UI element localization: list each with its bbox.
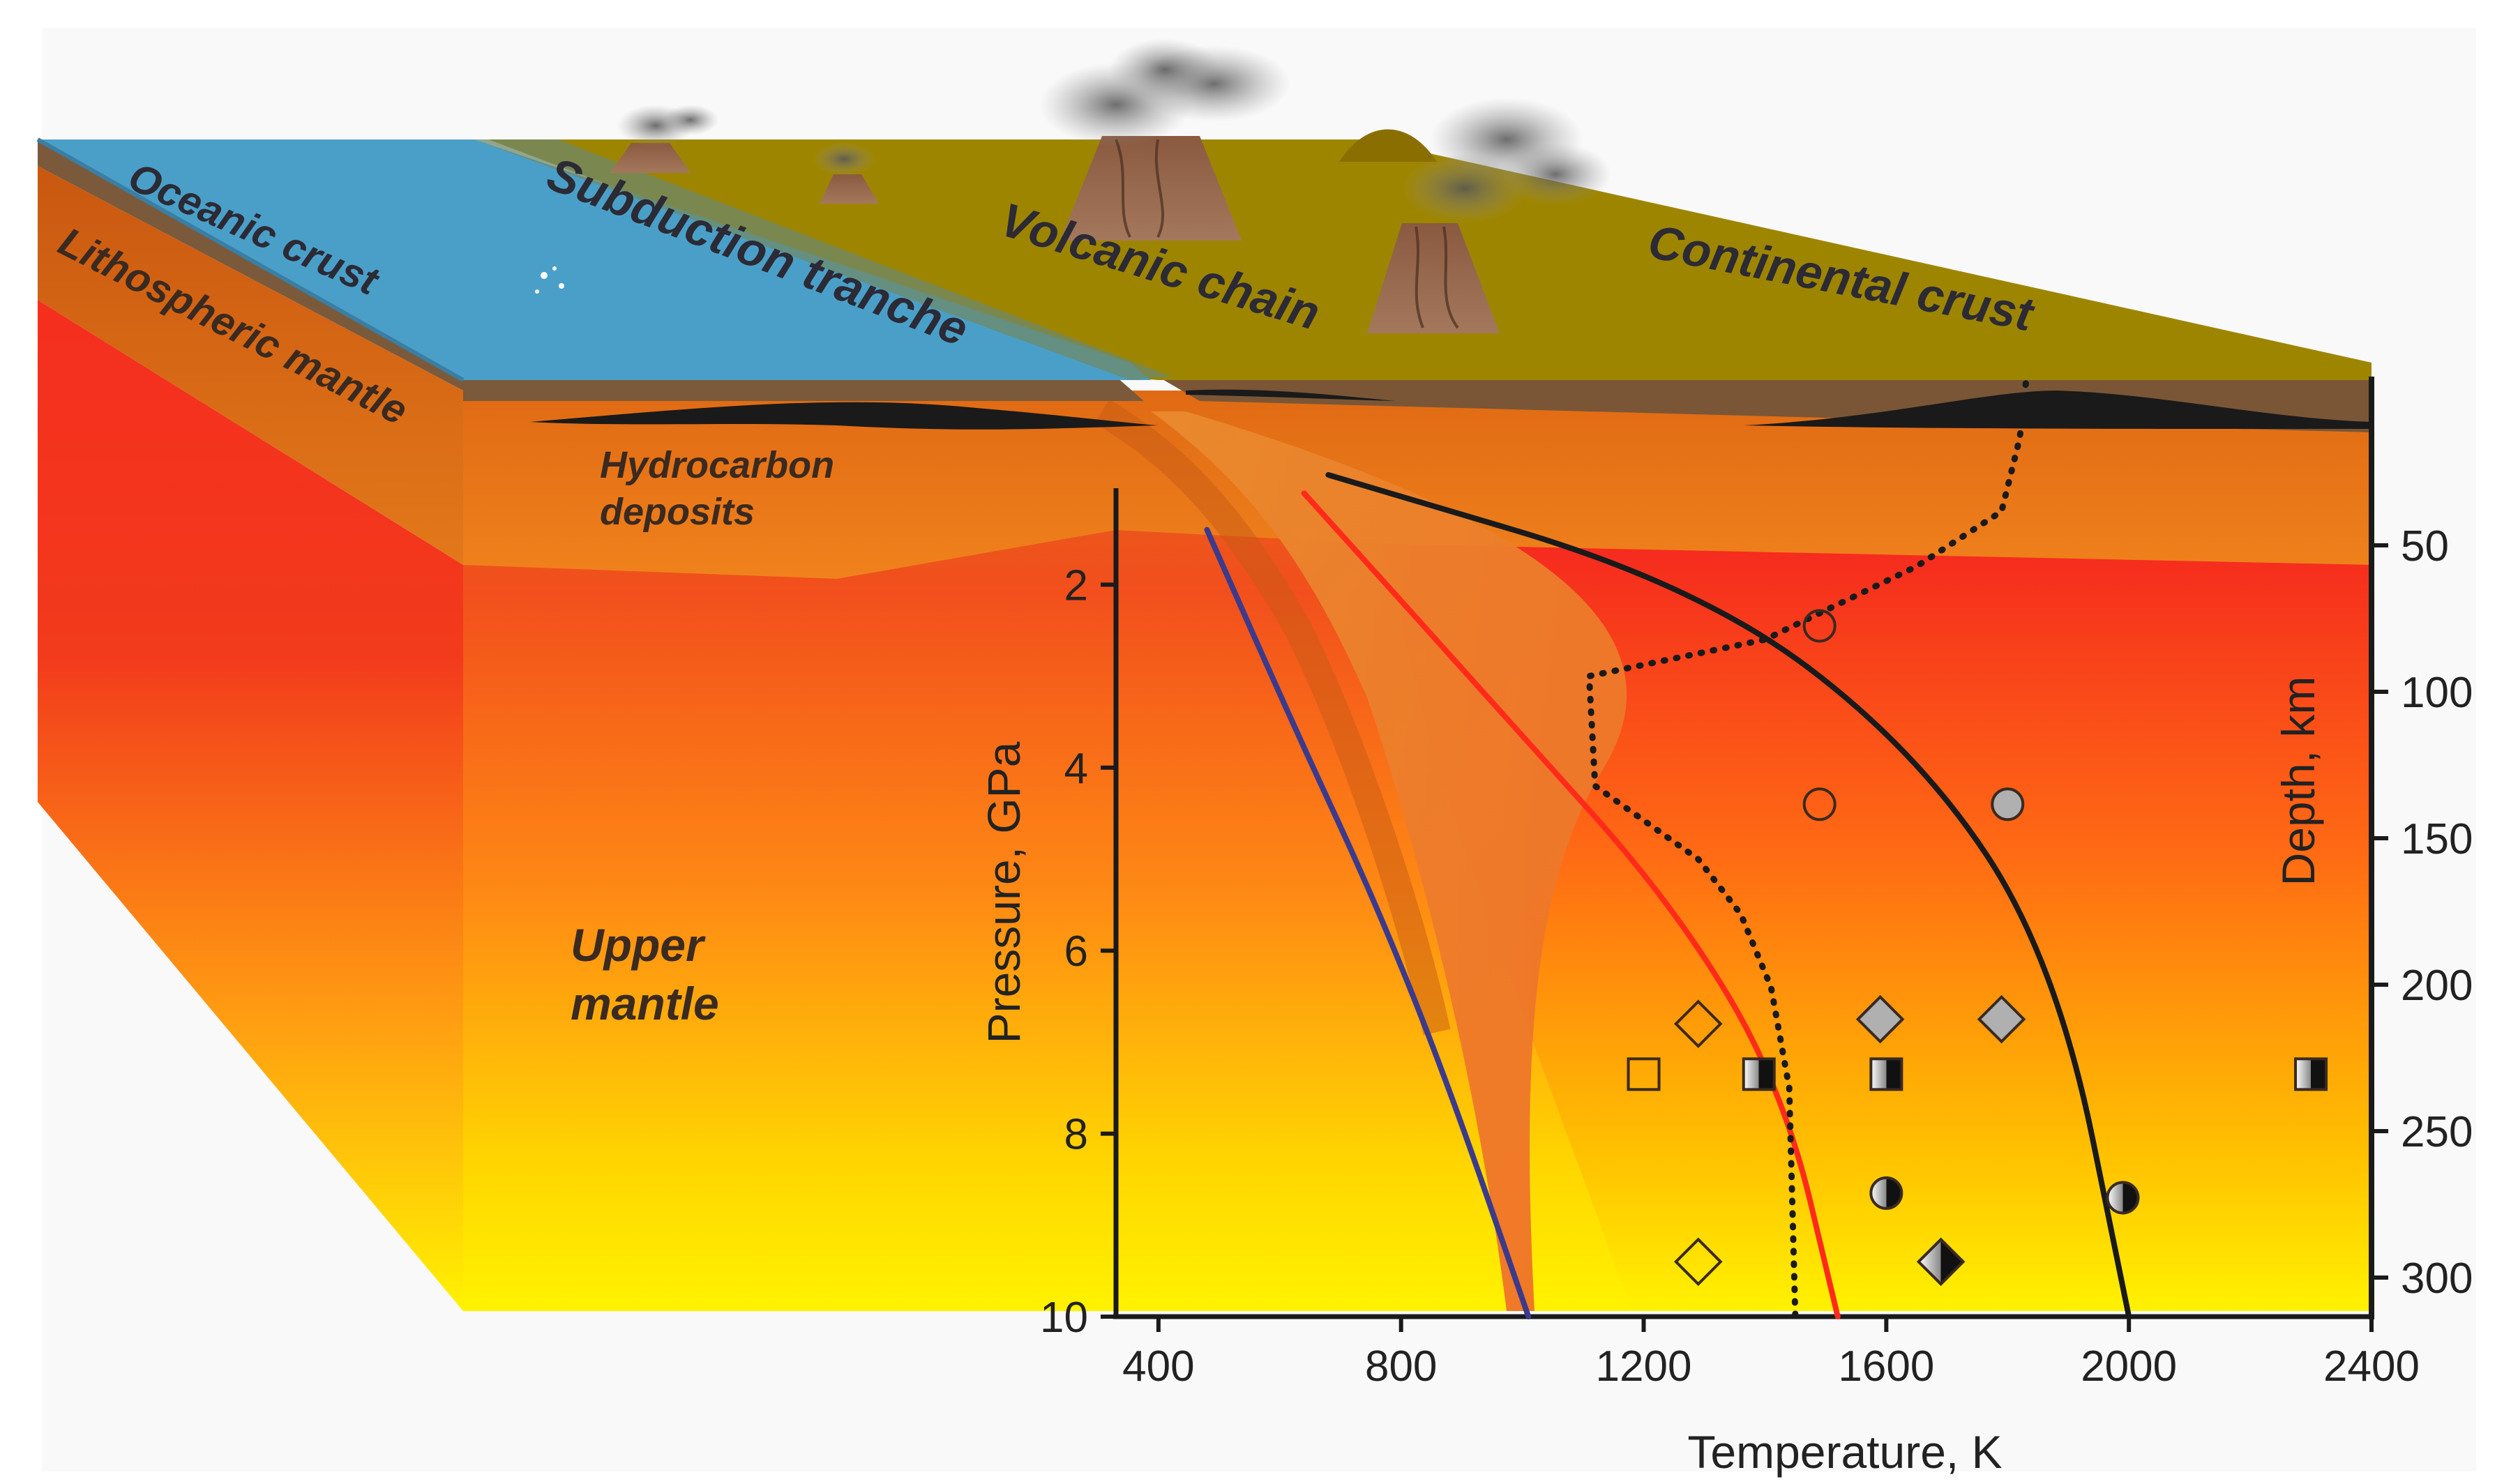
volcano-icon [610, 129, 1500, 333]
hydrocarbon-lens-right [1744, 391, 2372, 430]
left-face-mantle [38, 300, 463, 1311]
hydrocarbon-lens-left [530, 402, 1158, 430]
data-point-diamond [1977, 994, 2026, 1044]
ocean-surface [38, 139, 1151, 380]
y-tick-label: 10 [1040, 1294, 1088, 1342]
data-point-square [2294, 1057, 2328, 1091]
data-point-diamond [1673, 1237, 1723, 1287]
sparkle-icon [535, 266, 564, 294]
label-hydrocarbon-line2: deposits [600, 491, 755, 533]
data-point-square [1742, 1057, 1776, 1091]
depth-tick-label: 250 [2401, 1108, 2473, 1156]
x-tick-label: 1200 [1596, 1342, 1692, 1391]
front-face-hot-mantle [1381, 544, 2372, 1311]
depth-tick-label: 150 [2401, 815, 2473, 863]
hydrocarbon-lens-mid [1186, 389, 1395, 401]
data-point-circle [2106, 1181, 2140, 1215]
data-point-diamond [1855, 994, 1905, 1044]
x-tick-label: 2400 [2323, 1342, 2420, 1391]
slab-shadow [1094, 399, 1451, 1036]
depth-tick-label: 200 [2401, 962, 2473, 1010]
x-tick-label: 1600 [1838, 1342, 1934, 1391]
data-point-diamond [1916, 1237, 1966, 1287]
depth-tick-label: 300 [2401, 1255, 2473, 1303]
data-point-square [1627, 1057, 1661, 1091]
subducting-slab [1151, 411, 1627, 1311]
curve-4 [1585, 380, 2029, 1320]
depth-axis-title: Depth, km [2272, 676, 2324, 886]
data-point-square [1869, 1057, 1903, 1091]
data-point-circle [1869, 1176, 1903, 1210]
data-point-circle [1991, 787, 2025, 821]
depth-tick-label: 100 [2401, 669, 2473, 717]
y-tick-label: 8 [1064, 1111, 1088, 1159]
x-tick-label: 2000 [2081, 1342, 2177, 1391]
label-hydrocarbon-line1: Hydrocarbon [600, 444, 834, 486]
y-tick-label: 6 [1064, 927, 1088, 976]
curve-1 [1204, 527, 1532, 1319]
label-upper-mantle-line2: mantle [571, 978, 719, 1029]
y-tick-label: 2 [1064, 561, 1088, 610]
x-tick-label: 800 [1365, 1342, 1437, 1391]
depth-tick-label: 50 [2401, 522, 2449, 570]
data-point-circle [1802, 609, 1837, 643]
front-face-lithosphere [463, 391, 2372, 579]
x-tick-label: 400 [1122, 1342, 1194, 1391]
pt-chart: 400 800 1200 1600 2000 2400 2 4 6 8 10 50 100 150 200 2… [978, 377, 2473, 1478]
y-tick-label: 4 [1064, 745, 1088, 793]
smoke-icon [617, 38, 1611, 223]
oceanic-crust-edge [463, 377, 1144, 401]
left-face-ocean-edge [38, 139, 463, 391]
y-axis-title: Pressure, GPa [978, 741, 1030, 1043]
data-point-diamond [1673, 999, 1723, 1048]
label-upper-mantle-line1: Upper [571, 919, 706, 971]
data-point-circle [1802, 787, 1837, 821]
x-axis-title: Temperature, K [1687, 1426, 2002, 1478]
trench-shading [474, 139, 1172, 380]
left-face-lithosphere [38, 166, 463, 565]
curve-3 [1325, 471, 2132, 1319]
